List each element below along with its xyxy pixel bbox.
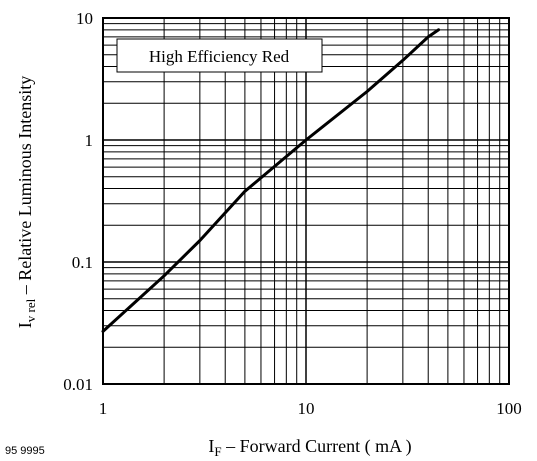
y-tick-label: 0.01 [63, 375, 93, 394]
grid-lines [103, 18, 509, 384]
y-axis-label: Iv rel – Relative Luminous Intensity [15, 76, 38, 328]
series-line-high-efficiency-red [101, 28, 441, 333]
legend: High Efficiency Red [116, 38, 323, 73]
tick-labels: 1 10 100 0.01 0.1 1 10 [63, 9, 522, 418]
y-tick-label: 1 [85, 131, 94, 150]
legend-box [116, 38, 323, 73]
x-tick-label: 10 [298, 399, 315, 418]
x-axis-label: IF – Forward Current ( mA ) [208, 436, 411, 459]
y-tick-label: 0.1 [72, 253, 93, 272]
x-tick-label: 1 [99, 399, 108, 418]
plot-frame [102, 17, 510, 385]
x-tick-label: 100 [496, 399, 522, 418]
y-tick-label: 10 [76, 9, 93, 28]
legend-label: High Efficiency Red [149, 47, 290, 66]
figure-id: 95 9995 [5, 445, 45, 457]
